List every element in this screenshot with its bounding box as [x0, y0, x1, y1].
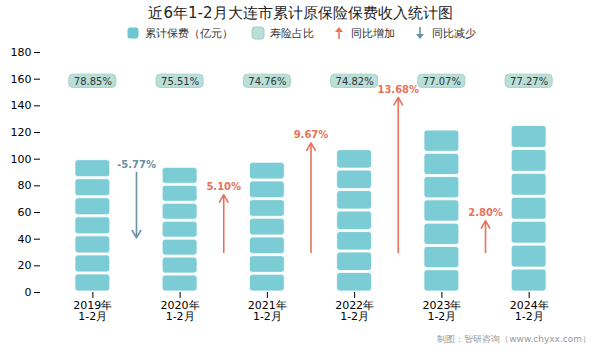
svg-text:78.85%: 78.85% — [74, 76, 112, 87]
svg-text:2.80%: 2.80% — [468, 207, 503, 218]
svg-text:120: 120 — [11, 126, 32, 139]
svg-text:2019年1-2月: 2019年1-2月 — [73, 299, 112, 323]
svg-text:40: 40 — [18, 233, 32, 246]
svg-text:2021年1-2月: 2021年1-2月 — [248, 299, 287, 323]
svg-text:100: 100 — [11, 153, 32, 166]
svg-text:77.27%: 77.27% — [510, 76, 548, 87]
svg-text:2024年1-2月: 2024年1-2月 — [510, 299, 549, 323]
svg-text:74.76%: 74.76% — [248, 76, 286, 87]
svg-text:77.07%: 77.07% — [423, 76, 461, 87]
svg-text:140: 140 — [11, 99, 32, 112]
svg-text:5.10%: 5.10% — [206, 181, 241, 192]
html-text:同比增加: 同比增加 — [350, 26, 395, 40]
svg-text:160: 160 — [11, 73, 32, 86]
svg-text:13.68%: 13.68% — [377, 84, 419, 95]
svg-text:80: 80 — [18, 179, 32, 192]
html-text:同比减少: 同比减少 — [431, 26, 476, 40]
svg-text:2022年1-2月: 2022年1-2月 — [335, 299, 374, 323]
svg-text:20: 20 — [18, 259, 32, 272]
svg-text:180: 180 — [11, 46, 32, 59]
svg-text:2020年1-2月: 2020年1-2月 — [161, 299, 200, 323]
svg-text:2023年1-2月: 2023年1-2月 — [422, 299, 461, 323]
svg-text:9.67%: 9.67% — [294, 129, 329, 140]
svg-text:75.51%: 75.51% — [161, 76, 199, 87]
svg-text:-5.77%: -5.77% — [117, 159, 156, 170]
html-text:近6年1-2月大连市累计原保险保费收入统计图: 近6年1-2月大连市累计原保险保费收入统计图 — [148, 4, 453, 22]
html-text:寿险占比: 寿险占比 — [269, 26, 314, 40]
svg-text:60: 60 — [18, 206, 32, 219]
svg-text:0: 0 — [25, 286, 32, 299]
html-text:累计保费（亿元）: 累计保费（亿元） — [144, 26, 233, 40]
svg-text:74.82%: 74.82% — [336, 76, 374, 87]
html-text:制图：智研咨询（www.chyxx.com）: 制图：智研咨询（www.chyxx.com） — [437, 334, 591, 344]
